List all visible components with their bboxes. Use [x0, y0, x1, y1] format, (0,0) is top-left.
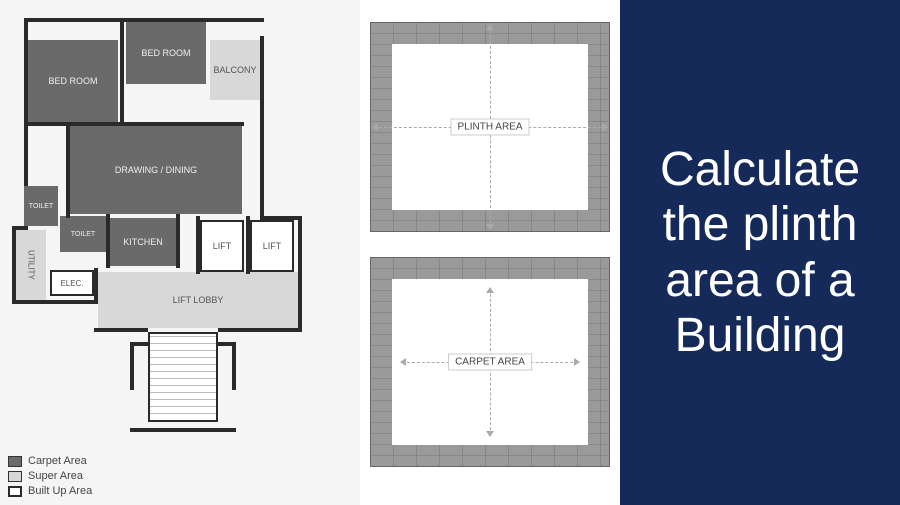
legend-row-built: Built Up Area [8, 485, 92, 497]
legend-label: Built Up Area [28, 485, 92, 497]
legend-swatch [8, 456, 22, 467]
headline-text: Calculate the plinth area of a Building [640, 142, 880, 363]
arrow-icon [486, 287, 494, 293]
wall [94, 328, 148, 332]
room-toilet: TOILET [60, 216, 106, 252]
wall [298, 216, 302, 332]
headline-panel: Calculate the plinth area of a Building [620, 0, 900, 505]
room-label: BALCONY [213, 65, 256, 75]
wall [66, 122, 70, 218]
room-label: BED ROOM [48, 76, 97, 86]
arrow-icon [486, 431, 494, 437]
room-elec: ELEC. [50, 270, 94, 296]
diagram-carpet: CARPET AREA [370, 257, 610, 467]
arrow-icon [602, 123, 608, 131]
room-label: TOILET [71, 231, 95, 238]
legend-label: Super Area [28, 470, 83, 482]
wall [130, 342, 134, 390]
room-balcony: BALCONY [210, 40, 260, 100]
room-toilet2: TOILET [24, 186, 58, 226]
diagrams-panel: PLINTH AREA CARPET AREA [360, 0, 620, 505]
wall [12, 300, 98, 304]
room-lift2: LIFT [250, 220, 294, 272]
legend-swatch [8, 486, 22, 497]
wall [28, 122, 244, 126]
room-label: UTILITY [27, 250, 36, 280]
room-label: LIFT [213, 241, 232, 251]
legend-row-super: Super Area [8, 470, 92, 482]
legend-row-carpet: Carpet Area [8, 455, 92, 467]
wall [120, 22, 124, 124]
room-label: DRAWING / DINING [115, 165, 197, 175]
floorplan: BED ROOM BED ROOM BALCONY DRAWING / DINI… [10, 10, 350, 490]
arrow-icon [372, 123, 378, 131]
wall [106, 214, 110, 268]
room-label: TOILET [29, 203, 53, 210]
room-label: LIFT [263, 241, 282, 251]
arrow-icon [574, 358, 580, 366]
wall [246, 216, 250, 274]
room-lift1: LIFT [200, 220, 244, 272]
arrow-icon [486, 24, 494, 30]
room-kitchen: KITCHEN [110, 218, 176, 266]
room-drawing: DRAWING / DINING [70, 126, 242, 214]
diagram-plinth: PLINTH AREA [370, 22, 610, 232]
floorplan-panel: BED ROOM BED ROOM BALCONY DRAWING / DINI… [0, 0, 360, 505]
legend: Carpet Area Super Area Built Up Area [8, 452, 92, 497]
room-bedroom2: BED ROOM [126, 22, 206, 84]
room-bedroom1: BED ROOM [28, 40, 118, 122]
wall [130, 428, 236, 432]
room-label: BED ROOM [141, 48, 190, 58]
layout: BED ROOM BED ROOM BALCONY DRAWING / DINI… [0, 0, 900, 505]
room-utility: UTILITY [16, 230, 46, 300]
room-lobby: LIFT LOBBY [98, 272, 298, 328]
room-label: LIFT LOBBY [173, 295, 224, 305]
diagram-label: CARPET AREA [448, 354, 532, 371]
room-label: ELEC. [60, 279, 83, 288]
room-label: KITCHEN [123, 237, 163, 247]
wall [232, 342, 236, 390]
arrow-icon [400, 358, 406, 366]
legend-swatch [8, 471, 22, 482]
diagram-label: PLINTH AREA [450, 119, 529, 136]
wall [260, 36, 264, 226]
legend-label: Carpet Area [28, 455, 87, 467]
wall [176, 214, 180, 268]
arrow-icon [486, 224, 494, 230]
wall [196, 216, 200, 274]
wall [218, 328, 302, 332]
room-stairs [148, 332, 218, 422]
